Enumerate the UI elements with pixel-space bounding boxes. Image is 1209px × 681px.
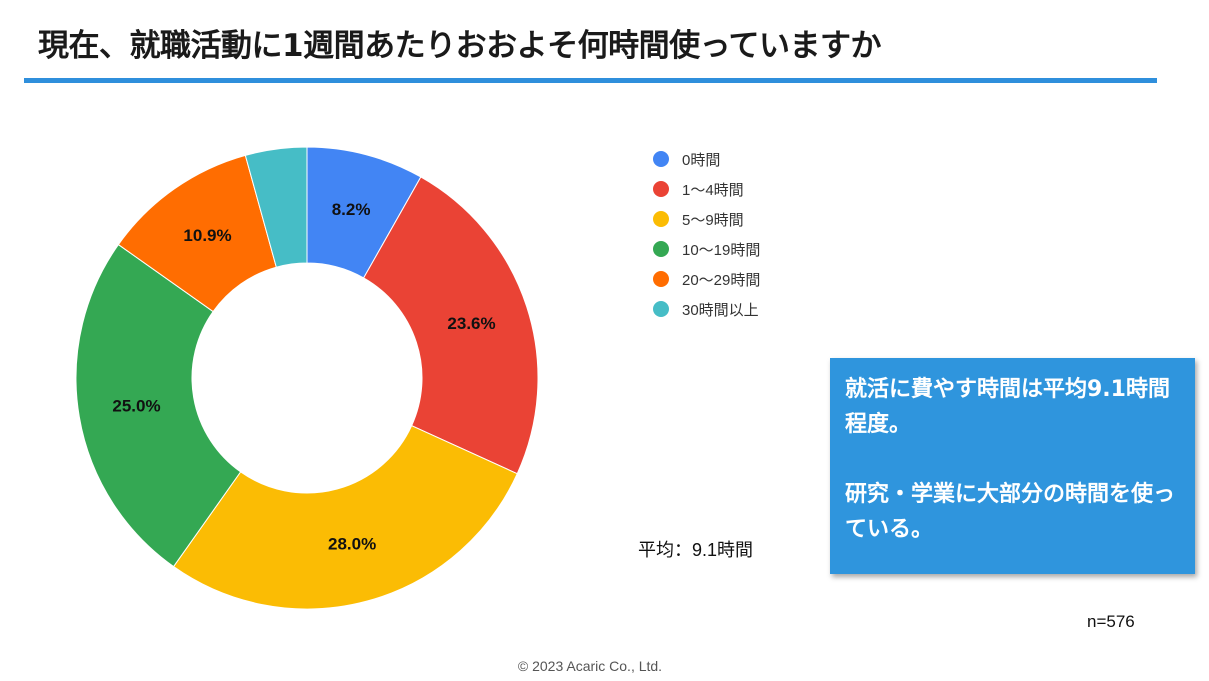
chart-legend: 0時間 1〜4時間 5〜9時間 10〜19時間 20〜29時間 30時間以上 xyxy=(653,144,760,324)
slice-value-label-3: 25.0% xyxy=(112,397,160,416)
legend-item-5: 30時間以上 xyxy=(653,294,760,324)
slice-value-label-4: 10.9% xyxy=(183,226,231,245)
page-title: 現在、就職活動に1週間あたりおおよそ何時間使っていますか xyxy=(38,28,882,64)
donut-slice-5 xyxy=(244,146,308,268)
legend-swatch-4 xyxy=(653,271,669,287)
legend-swatch-3 xyxy=(653,241,669,257)
legend-label-5: 30時間以上 xyxy=(682,301,759,319)
legend-swatch-2 xyxy=(653,211,669,227)
donut-slice-3 xyxy=(75,243,242,568)
legend-item-4: 20〜29時間 xyxy=(653,264,760,294)
slice-value-label-2: 28.0% xyxy=(328,534,376,553)
legend-item-2: 5〜9時間 xyxy=(653,204,760,234)
copyright-footer: © 2023 Acaric Co., Ltd. xyxy=(517,658,663,674)
legend-item-3: 10〜19時間 xyxy=(653,234,760,264)
callout-line-2: 研究・学業に大部分の時間を使っている。 xyxy=(845,482,1176,542)
legend-swatch-5 xyxy=(653,301,669,317)
summary-callout: 就活に費やす時間は平均9.1時間程度。 研究・学業に大部分の時間を使っている。 xyxy=(830,358,1195,574)
donut-slice-1 xyxy=(362,176,539,475)
callout-line-1: 就活に費やす時間は平均9.1時間程度。 xyxy=(845,377,1170,437)
legend-label-3: 10〜19時間 xyxy=(682,241,761,259)
legend-item-1: 1〜4時間 xyxy=(653,174,760,204)
title-underline xyxy=(24,78,1157,83)
legend-swatch-1 xyxy=(653,181,669,197)
donut-chart: 8.2% 23.6% 28.0% 25.0% 10.9% xyxy=(75,146,539,610)
legend-label-1: 1〜4時間 xyxy=(682,181,744,199)
legend-label-0: 0時間 xyxy=(682,151,721,169)
legend-item-0: 0時間 xyxy=(653,144,760,174)
slice-value-label-0: 8.2% xyxy=(332,200,371,219)
average-label: 平均：9.1時間 xyxy=(638,540,754,560)
slice-value-label-1: 23.6% xyxy=(447,314,495,333)
legend-label-2: 5〜9時間 xyxy=(682,211,744,229)
sample-size-label: n=576 xyxy=(1087,612,1135,631)
legend-swatch-0 xyxy=(653,151,669,167)
donut-slice-2 xyxy=(172,424,518,610)
legend-label-4: 20〜29時間 xyxy=(682,271,761,289)
